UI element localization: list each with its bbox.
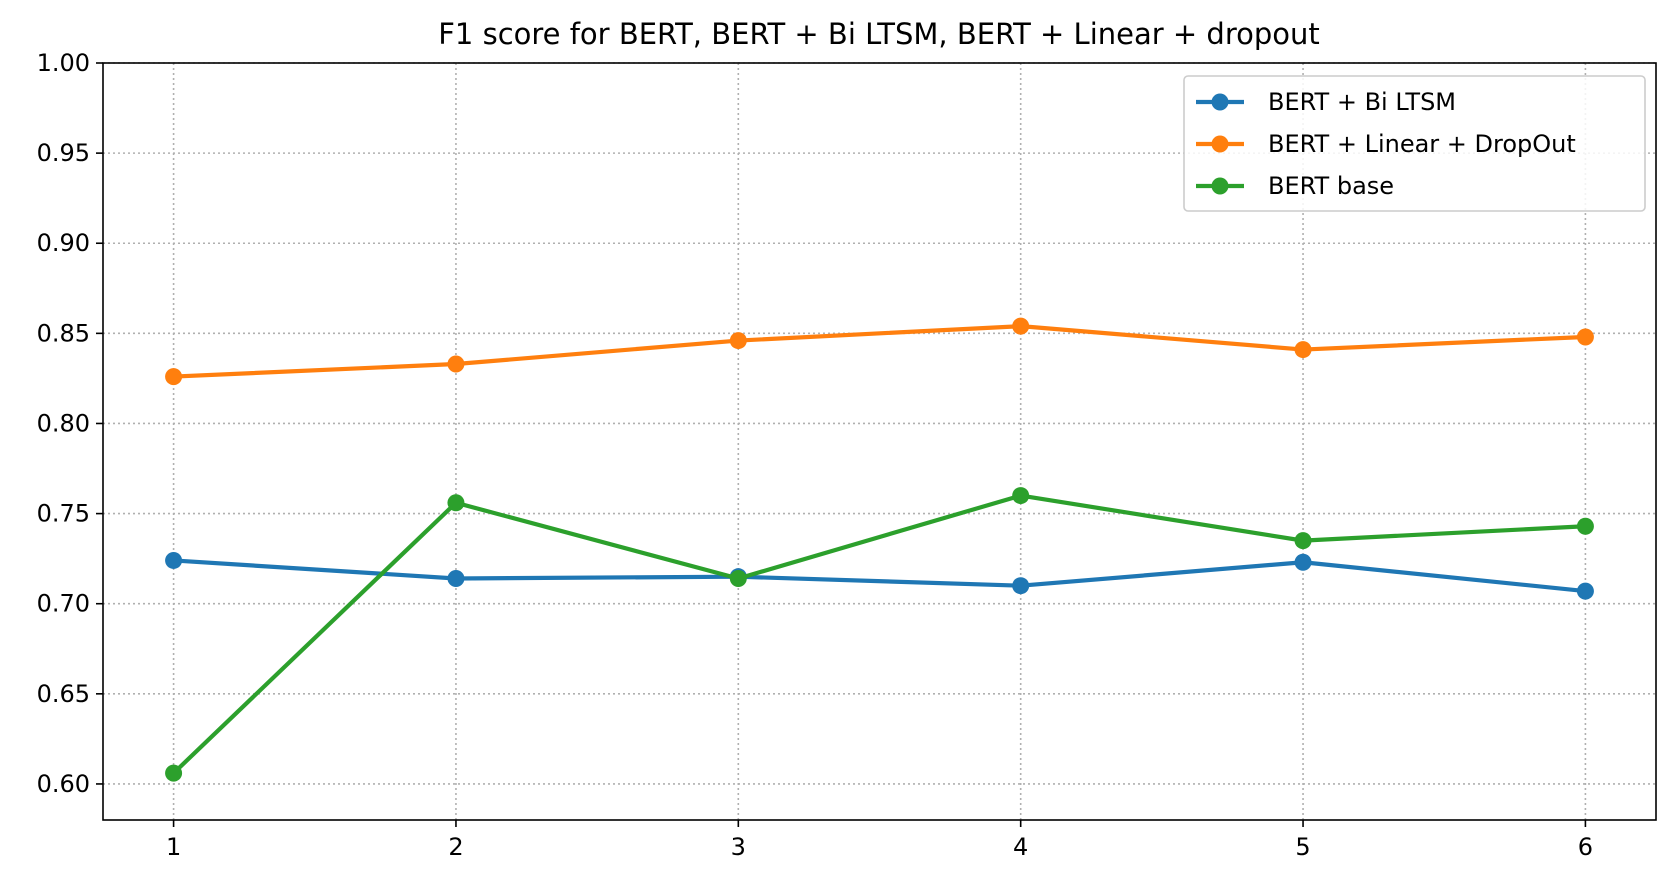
data-point <box>165 368 183 386</box>
series-layer <box>165 317 1594 782</box>
data-point <box>1012 317 1030 335</box>
legend-frame <box>1183 75 1646 212</box>
x-tick-label: 1 <box>166 833 181 861</box>
x-tick-label: 4 <box>1013 833 1028 861</box>
data-point <box>1012 577 1030 595</box>
x-tick-label: 3 <box>731 833 746 861</box>
legend-entry: BERT + Linear + DropOut <box>1196 130 1576 158</box>
y-tick-label: 0.75 <box>37 500 90 528</box>
x-tick-label: 5 <box>1295 833 1310 861</box>
x-axis: 1 2 3 4 5 6 <box>166 820 1593 861</box>
y-tick-label: 0.95 <box>37 139 90 167</box>
data-point <box>1576 328 1594 346</box>
plot-area-frame <box>102 62 1657 821</box>
series-2 <box>165 317 1594 386</box>
chart-title: F1 score for BERT, BERT + Bi LTSM, BERT … <box>438 17 1320 51</box>
series-line <box>171 558 1588 594</box>
y-tick-label: 0.80 <box>37 409 90 437</box>
legend-label: BERT + Linear + DropOut <box>1268 130 1576 158</box>
data-point <box>447 355 465 373</box>
data-point <box>1576 517 1594 535</box>
data-point <box>1294 341 1312 359</box>
y-axis: 0.60 0.65 0.70 0.75 0.80 0.85 0.90 0.95 1.00 <box>37 49 103 798</box>
legend-marker <box>1211 93 1229 111</box>
legend-entry: BERT base <box>1196 172 1394 200</box>
legend: BERT + Bi LTSM BERT + Linear + DropOut BER… <box>1183 75 1646 212</box>
data-point <box>1294 553 1312 571</box>
x-tick-label: 6 <box>1578 833 1593 861</box>
series-3 <box>165 487 1594 782</box>
y-tick-label: 0.65 <box>37 680 90 708</box>
y-tick-label: 0.90 <box>37 229 90 257</box>
series-line <box>171 324 1588 379</box>
data-point <box>729 332 747 350</box>
data-point <box>1294 532 1312 550</box>
data-point <box>447 494 465 512</box>
data-point <box>729 569 747 587</box>
y-tick-label: 0.70 <box>37 590 90 618</box>
data-point <box>165 764 183 782</box>
x-tick-label: 2 <box>448 833 463 861</box>
data-point <box>447 569 465 587</box>
y-tick-label: 0.85 <box>37 319 90 347</box>
legend-label: BERT base <box>1268 172 1394 200</box>
series-line <box>170 493 1588 777</box>
legend-entry: BERT + Bi LTSM <box>1196 88 1456 116</box>
y-tick-label: 1.00 <box>37 49 90 77</box>
legend-marker <box>1211 135 1229 153</box>
y-tick-label: 0.60 <box>37 770 90 798</box>
legend-marker <box>1211 177 1229 195</box>
data-point <box>1012 487 1030 505</box>
data-point <box>165 551 183 569</box>
legend-label: BERT + Bi LTSM <box>1268 88 1456 116</box>
data-point <box>1576 582 1594 600</box>
